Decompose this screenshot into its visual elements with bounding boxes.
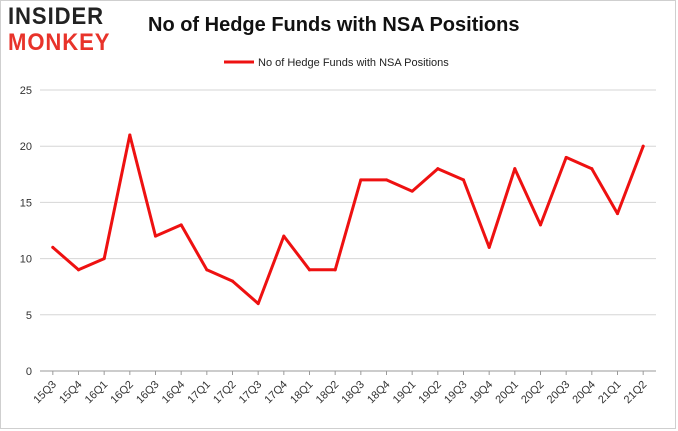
- y-tick-label: 5: [26, 310, 32, 322]
- data-point: [513, 167, 517, 171]
- x-tick-label: 20Q1: [493, 379, 521, 407]
- data-point: [77, 268, 80, 272]
- x-tick-label: 18Q2: [314, 379, 342, 407]
- y-tick-label: 0: [26, 366, 32, 378]
- x-tick-label: 19Q1: [391, 379, 419, 407]
- x-tick-label: 20Q3: [545, 379, 573, 407]
- data-point: [436, 167, 440, 171]
- data-point: [487, 245, 491, 249]
- x-tick-label: 19Q3: [442, 379, 470, 407]
- logo-line-1: INSIDER: [8, 3, 105, 30]
- x-tick-label: 19Q4: [468, 379, 496, 407]
- data-point: [282, 234, 286, 238]
- logo-line-2: MONKEY: [8, 29, 111, 56]
- x-tick-label: 16Q2: [108, 379, 136, 407]
- y-tick-label: 10: [20, 254, 32, 266]
- data-point: [308, 268, 311, 272]
- x-tick-label: 15Q3: [31, 379, 59, 407]
- x-tick-label: 21Q1: [596, 379, 624, 407]
- x-tick-label: 16Q3: [134, 379, 162, 407]
- data-point: [231, 279, 234, 283]
- legend-label: No of Hedge Funds with NSA Positions: [258, 57, 449, 69]
- chart-title: No of Hedge Funds with NSA Positions: [148, 14, 520, 36]
- x-tick-label: 18Q4: [365, 379, 393, 407]
- x-tick-label: 20Q4: [570, 379, 598, 407]
- x-tick-label: 16Q4: [160, 379, 188, 407]
- data-point: [590, 167, 594, 171]
- y-tick-label: 25: [20, 85, 32, 97]
- x-tick-label: 17Q3: [237, 379, 265, 407]
- x-tick-label: 20Q2: [519, 379, 547, 407]
- data-point: [128, 133, 132, 137]
- x-tick-label: 19Q2: [416, 379, 444, 407]
- data-point: [102, 257, 106, 261]
- x-tick-label: 17Q4: [262, 379, 290, 407]
- series-line: [51, 133, 645, 306]
- data-point: [205, 268, 209, 272]
- x-tick-label: 16Q1: [83, 379, 111, 407]
- data-point: [179, 223, 183, 227]
- data-point: [462, 178, 465, 182]
- data-point: [333, 268, 337, 272]
- x-tick-label: 21Q2: [622, 379, 650, 407]
- data-point: [410, 189, 414, 193]
- data-point: [51, 245, 55, 249]
- data-point: [154, 234, 157, 238]
- data-point: [385, 178, 388, 182]
- data-point: [641, 144, 645, 148]
- insider-monkey-logo: INSIDER MONKEY: [8, 5, 128, 57]
- data-point: [616, 212, 619, 216]
- data-point: [256, 302, 260, 306]
- data-point: [359, 178, 363, 182]
- x-tick-label: 17Q1: [185, 379, 213, 407]
- x-tick-label: 18Q1: [288, 379, 316, 407]
- x-tick-label: 17Q2: [211, 379, 239, 407]
- x-tick-label: 15Q4: [57, 379, 85, 407]
- y-tick-label: 15: [20, 197, 32, 209]
- y-tick-label: 20: [20, 141, 32, 153]
- x-tick-label: 18Q3: [339, 379, 367, 407]
- data-point: [539, 223, 542, 227]
- data-point: [564, 155, 568, 159]
